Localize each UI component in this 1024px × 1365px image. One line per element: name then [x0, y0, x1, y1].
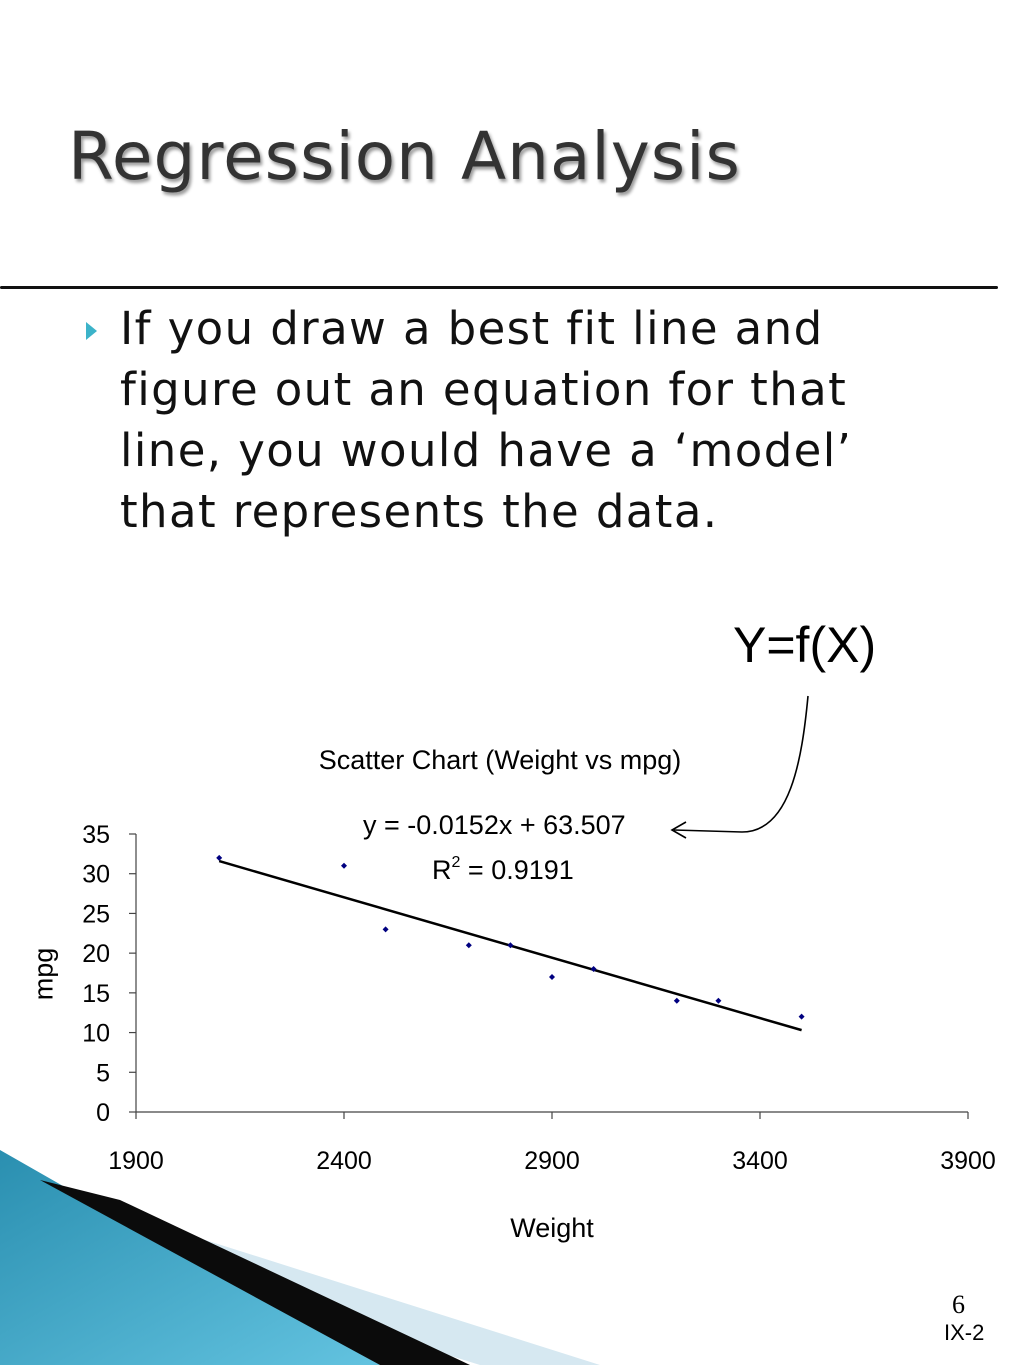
- y-tick-label: 15: [82, 980, 110, 1008]
- data-point: [673, 997, 680, 1004]
- x-tick-label: 3900: [940, 1147, 996, 1175]
- slide-code: IX-2: [944, 1320, 985, 1345]
- slide-title: Regression Analysis: [68, 118, 741, 195]
- axes-layer: [135, 834, 968, 1113]
- data-point: [216, 854, 223, 861]
- y-tick-label: 20: [82, 940, 110, 968]
- y-tick-label: 0: [96, 1099, 110, 1127]
- data-point: [341, 862, 347, 869]
- bullet-arrow-icon: [86, 322, 97, 340]
- x-tick-label: 2900: [524, 1147, 580, 1175]
- x-tick-label: 3400: [732, 1147, 788, 1175]
- y-tick-label: 5: [96, 1059, 110, 1087]
- bullet-text: If you draw a best fit line and figure o…: [120, 302, 853, 538]
- chart-title: Scatter Chart (Weight vs mpg): [318, 745, 682, 775]
- r-squared-exponent: 2: [451, 854, 461, 871]
- chart-title-wrap: Scatter Chart (Weight vs mpg): [0, 745, 1024, 776]
- data-point: [549, 973, 555, 980]
- r-squared-prefix: R: [432, 855, 452, 885]
- corner-black-stripe: [40, 1180, 470, 1365]
- title-divider: [0, 286, 998, 289]
- data-point: [590, 966, 597, 973]
- r-squared-label: R2 = 0.9191: [432, 854, 574, 886]
- annotation-arrow: [673, 695, 809, 833]
- x-axis-title: Weight: [510, 1213, 594, 1243]
- data-point: [715, 997, 722, 1004]
- y-tick-label: 10: [82, 1020, 110, 1048]
- arrowhead-icon: [670, 821, 687, 839]
- x-tick-label: 1900: [108, 1147, 164, 1175]
- points-layer: [216, 854, 805, 1020]
- corner-teal-wedge: [0, 1150, 380, 1365]
- data-point: [798, 1013, 805, 1020]
- data-point: [507, 942, 514, 949]
- annotation-layer: [670, 695, 809, 839]
- data-point: [465, 942, 472, 949]
- x-tick-label: 2400: [316, 1147, 372, 1175]
- page-number: 6: [952, 1290, 965, 1319]
- r-squared-value: = 0.9191: [467, 855, 574, 885]
- data-point: [382, 926, 389, 933]
- ticks-layer: 0 5 10 15 20 25 30 35 1900 2400 2900 3400 3900: [82, 821, 996, 1175]
- y-tick-label: 35: [82, 821, 110, 849]
- trendline-equation: y = -0.0152x + 63.507: [363, 810, 626, 840]
- y-tick-label: 30: [82, 861, 110, 889]
- model-label: Y=f(X): [733, 617, 877, 673]
- y-tick-label: 25: [82, 900, 110, 928]
